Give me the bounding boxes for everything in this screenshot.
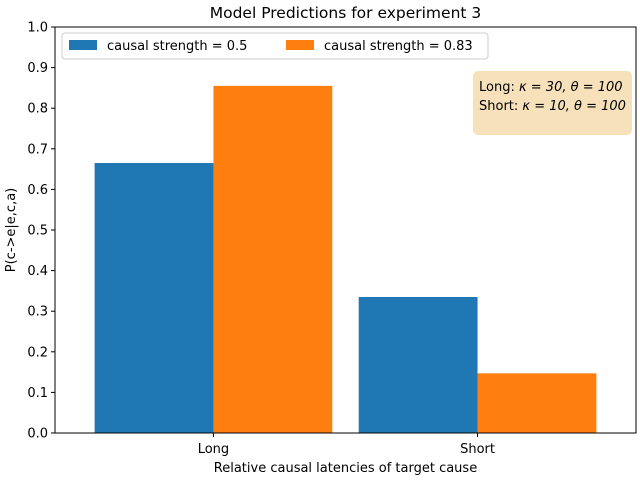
y-ticks: 0.0 0.1 0.2 0.3 0.4 0.5 0.6 0.7 0.8 0.9 1.0 bbox=[27, 21, 55, 442]
x-tick-label-long: Long bbox=[198, 442, 229, 457]
annotation-line-2-prefix: Short: bbox=[479, 99, 522, 114]
y-tick-label: 0.0 bbox=[27, 427, 48, 442]
x-tick-label-short: Short bbox=[460, 442, 495, 457]
y-tick-label: 0.4 bbox=[27, 264, 48, 279]
y-tick-label: 0.2 bbox=[27, 345, 48, 360]
annotation-background bbox=[473, 71, 632, 135]
chart-title: Model Predictions for experiment 3 bbox=[210, 4, 482, 22]
y-tick-label: 0.9 bbox=[27, 61, 48, 76]
y-tick-label: 0.7 bbox=[27, 142, 48, 157]
legend: causal strength = 0.5 causal strength = … bbox=[61, 32, 489, 60]
annotation-line-1-math: κ = 30, θ = 100 bbox=[519, 80, 623, 95]
y-tick-label: 0.8 bbox=[27, 102, 48, 117]
annotation-line-1: Long: κ = 30, θ = 100 bbox=[479, 80, 623, 95]
y-tick-label: 1.0 bbox=[27, 21, 48, 36]
bars-group bbox=[94, 85, 597, 434]
bar-series-1-long bbox=[94, 163, 214, 433]
bar-series-2-long bbox=[213, 85, 333, 434]
legend-label-series-1: causal strength = 0.5 bbox=[107, 39, 247, 54]
annotation-line-1-prefix: Long: bbox=[479, 80, 519, 95]
y-tick-label: 0.6 bbox=[27, 183, 48, 198]
x-axis-label: Relative causal latencies of target caus… bbox=[214, 461, 477, 476]
legend-swatch-series-2 bbox=[286, 40, 314, 50]
annotation-line-2-math: κ = 10, θ = 100 bbox=[522, 99, 626, 114]
bar-series-1-short bbox=[358, 296, 478, 433]
plot-frame bbox=[54, 26, 637, 434]
y-tick-label: 0.1 bbox=[27, 386, 48, 401]
legend-label-series-2: causal strength = 0.83 bbox=[324, 39, 473, 54]
annotation-line-2: Short: κ = 10, θ = 100 bbox=[479, 99, 626, 114]
x-ticks: Long Short bbox=[198, 433, 495, 457]
y-tick-label: 0.3 bbox=[27, 305, 48, 320]
annotation-box: Long: κ = 30, θ = 100 Short: κ = 10, θ =… bbox=[473, 71, 632, 135]
legend-box bbox=[61, 32, 489, 60]
bar-series-2-short bbox=[477, 373, 597, 433]
legend-swatch-series-1 bbox=[69, 40, 97, 50]
y-tick-label: 0.5 bbox=[27, 224, 48, 239]
y-axis-label: P(c->e|e,c,a) bbox=[4, 188, 19, 272]
